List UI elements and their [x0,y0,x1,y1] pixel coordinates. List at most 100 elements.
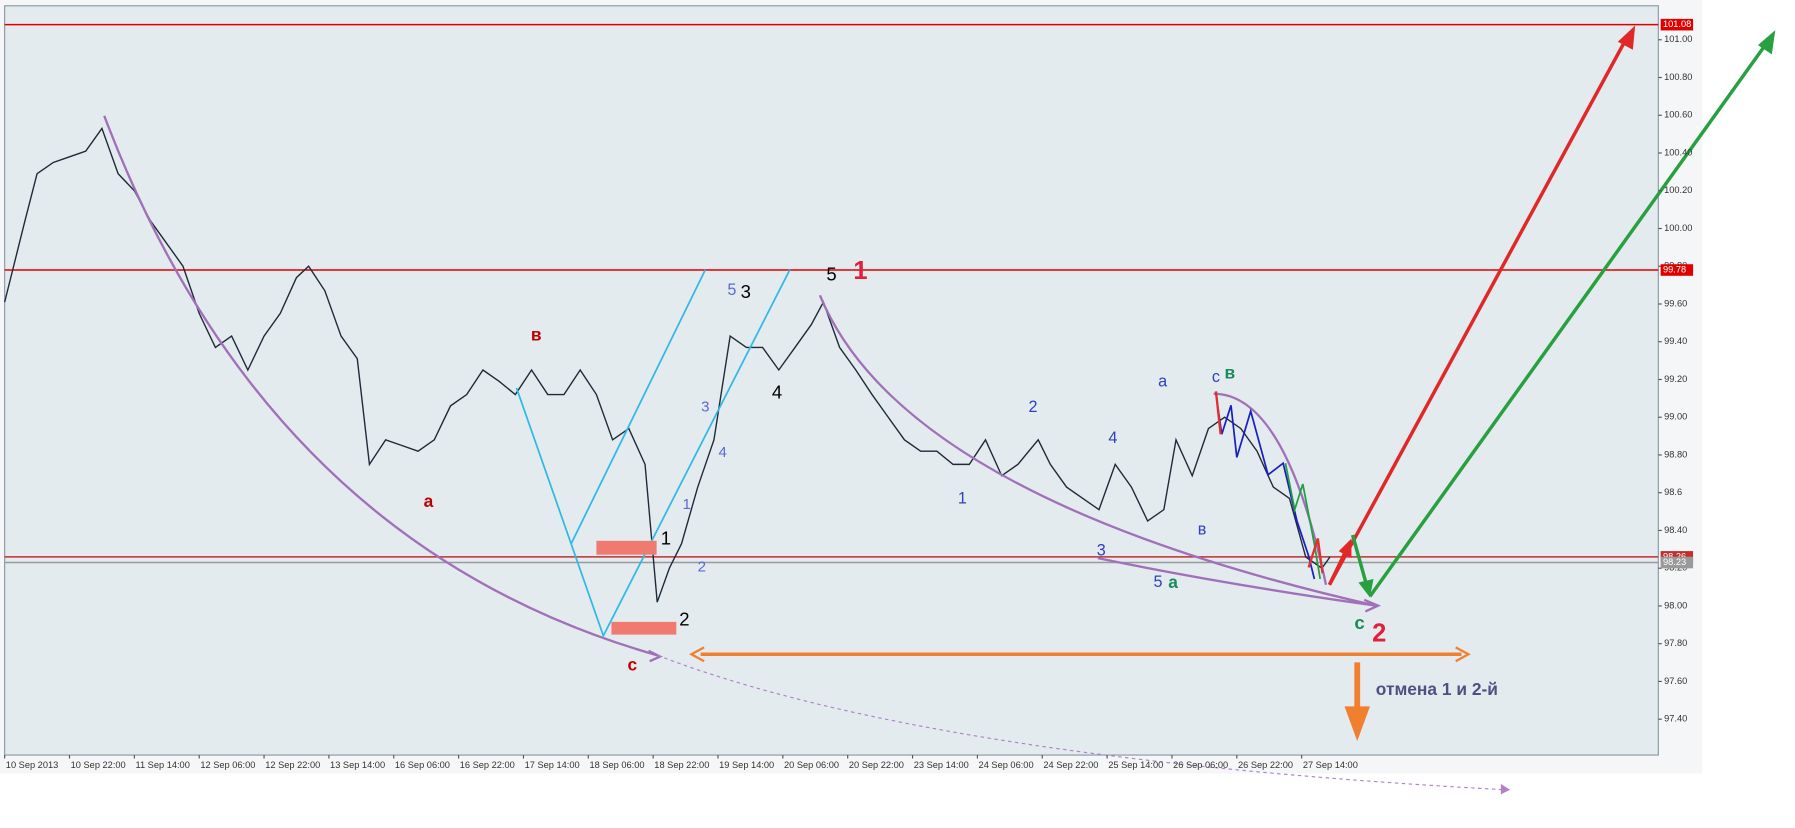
price-label: 98.26 [1663,551,1686,561]
price-label-box [1660,556,1694,569]
x-tick-label: 19 Sep 14:00 [719,760,774,770]
annotations-drawing [103,25,1776,795]
x-tick-label: 12 Sep 06:00 [200,760,255,770]
x-tick-label: 26 Sep 06:00 [1173,760,1228,770]
x-tick-label: 10 Sep 2013 [6,760,58,770]
wave-curve [1097,557,1376,607]
annotation: с [1212,368,1220,386]
annotation: а [424,491,434,511]
wave-curve [818,294,1377,607]
up-arrow [1327,38,1628,586]
annotation: 2 [1372,619,1386,647]
x-tick-label: 18 Sep 06:00 [589,760,644,770]
x-tick-label: 20 Sep 06:00 [784,760,839,770]
arrow-head [1344,706,1370,742]
x-tick-label: 26 Sep 22:00 [1238,760,1293,770]
annotation: 4 [772,382,782,403]
y-tick-label: 100.20 [1664,185,1692,195]
annotation: 4 [1108,429,1117,447]
wave-curve [103,115,659,657]
arrow-head [688,646,1471,663]
up-arrow [1368,42,1768,598]
y-tick-label: 97.60 [1664,676,1687,686]
x-tick-label: 11 Sep 14:00 [136,760,190,770]
x-tick-label: 13 Sep 14:00 [330,760,385,770]
x-tick-label: 20 Sep 22:00 [849,760,904,770]
arrow-head [1358,579,1374,598]
y-tick-label: 99.00 [1664,412,1687,422]
annotation: 1 [958,489,967,507]
zigzag [1214,391,1324,574]
y-tick-label: 99.60 [1664,298,1687,308]
annotation: 3 [701,399,709,416]
y-tick-label: 98.6 [1664,487,1682,497]
price-label: 101.08 [1663,19,1691,29]
zigzag [1215,393,1316,580]
wave-curve [1213,392,1328,586]
annotation: с [1354,612,1364,633]
arrow-head [1617,25,1636,50]
arrow-head [1500,783,1511,795]
channel-lines [515,269,791,638]
x-tick-label: 16 Sep 22:00 [460,760,515,770]
x-tick-label: 10 Sep 22:00 [71,760,126,770]
price-line [3,126,1331,603]
x-tick-label: 25 Sep 14:00 [1108,760,1163,770]
x-tick-label: 16 Sep 06:00 [395,760,450,770]
annotation: 4 [718,444,726,461]
y-tick-label: 98.00 [1664,600,1687,610]
plot-area [4,5,1659,756]
annotation: 3 [1097,542,1106,560]
y-tick-label: 101.00 [1664,34,1692,44]
annotation: 3 [741,281,751,302]
y-tick-label: 97.40 [1664,714,1687,724]
y-tick-label: 98.80 [1664,449,1687,459]
price-label-box [1660,264,1694,276]
dashed-curve [657,654,1506,791]
y-tick-label: 97.80 [1664,638,1687,648]
zone [611,621,677,635]
x-tick-label: 18 Sep 22:00 [654,760,709,770]
x-tick-label: 24 Sep 06:00 [979,760,1034,770]
x-tick-label: 23 Sep 14:00 [914,760,969,770]
price-label: 98.23 [1663,557,1686,567]
annotation: 5 [1154,573,1163,591]
x-tick-label: 12 Sep 22:00 [265,760,320,770]
x-tick-label: 17 Sep 14:00 [525,760,580,770]
annotation: отмена 1 и 2-й [1376,679,1498,699]
x-tick-label: 24 Sep 22:00 [1043,760,1098,770]
y-tick-label: 98.40 [1664,525,1687,535]
annotation: в [1198,521,1207,539]
y-tick-label: 99.20 [1664,374,1687,384]
annotation: 5 [727,281,736,299]
annotation: в [1225,363,1236,383]
annotation: 2 [698,558,706,575]
arrow-head [1757,30,1776,55]
arrow-head [1338,538,1352,559]
arrow-head [1363,598,1381,613]
annotation: а [1168,572,1178,592]
annotation: а [1158,372,1168,390]
annotation: 2 [679,609,689,630]
annotation: 2 [1028,398,1037,416]
price-label: 99.78 [1663,264,1686,274]
y-tick-label: 99.40 [1664,336,1687,346]
x-tick-label: 27 Sep 14:00 [1303,760,1358,770]
y-tick-label: 100.00 [1664,223,1692,233]
zone [596,540,657,555]
annotation: 1 [683,496,691,513]
annotation: 1 [661,528,671,549]
y-tick-label: 100.60 [1664,110,1692,120]
annotation: в [531,324,542,344]
up-arrow [1327,548,1349,586]
zigzag [1284,463,1322,580]
price-label-box [1660,18,1694,31]
y-tick-label: 100.80 [1664,72,1692,82]
y-tick-label: 100.40 [1664,147,1692,157]
annotation: 1 [853,257,867,285]
annotation: 5 [826,264,836,285]
down-arrow [1350,534,1369,586]
annotation: с [627,654,637,674]
